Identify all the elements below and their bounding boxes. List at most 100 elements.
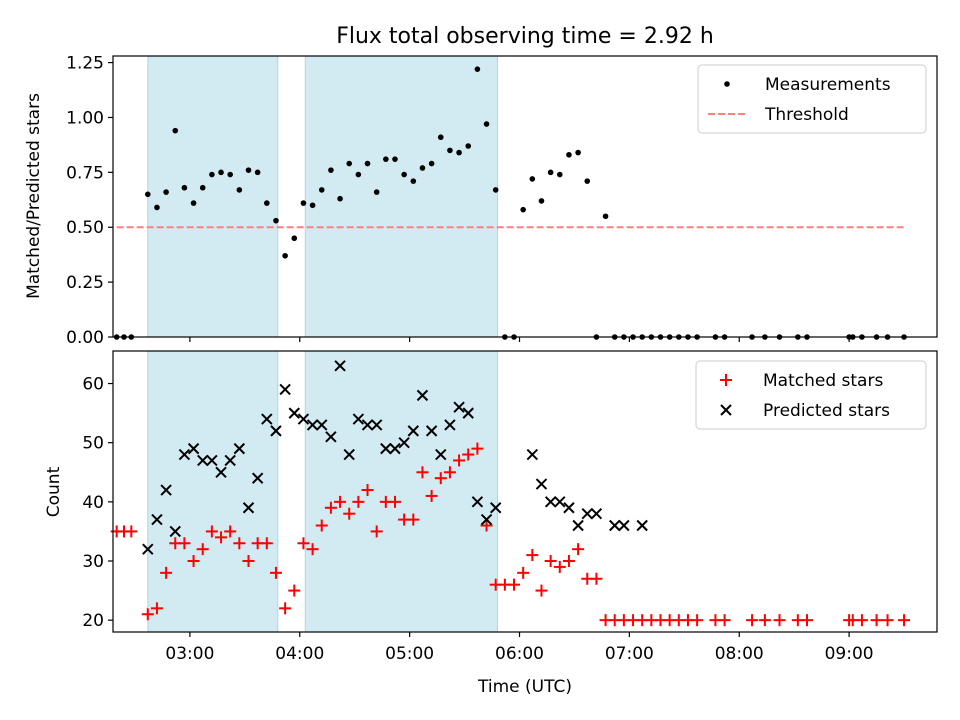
- predicted-star-point: [609, 519, 621, 532]
- matched-star-point: [260, 537, 273, 550]
- measurement-point: [227, 171, 233, 178]
- measurement-point: [190, 200, 197, 206]
- predicted-star-point: [444, 419, 456, 431]
- measurement-point: [181, 184, 188, 191]
- legend-measurements-marker: [724, 81, 730, 87]
- y-tick-label: 1.25: [66, 54, 104, 74]
- measurement-point: [291, 235, 298, 242]
- measurement-point: [199, 184, 206, 191]
- x-tick-label: 05:00: [385, 644, 434, 664]
- legend-box: [695, 360, 927, 430]
- measurement-point: [337, 195, 343, 202]
- y-tick-label: 30: [82, 552, 104, 572]
- y-tick-label: 50: [82, 434, 104, 454]
- legend-box: [697, 64, 927, 134]
- measurement-point: [584, 178, 591, 184]
- measurement-point: [456, 149, 462, 156]
- measurement-point: [218, 169, 224, 176]
- measurement-point: [410, 178, 417, 184]
- matched-star-point: [388, 495, 401, 508]
- y-tick-label: 20: [82, 611, 104, 631]
- matched-star-point: [150, 602, 163, 615]
- matched-star-point: [691, 614, 704, 627]
- bottom-legend: Matched stars Predicted stars: [695, 360, 927, 430]
- predicted-star-point: [361, 419, 374, 431]
- predicted-star-point: [425, 425, 438, 437]
- measurement-point: [282, 252, 288, 259]
- matched-star-point: [462, 448, 475, 461]
- measurement-point: [602, 213, 609, 220]
- matched-star-point: [758, 614, 771, 627]
- measurement-point: [364, 160, 371, 167]
- matched-star-point: [361, 484, 374, 497]
- measurement-point: [245, 167, 252, 173]
- x-axis-label: Time (UTC): [477, 677, 572, 697]
- predicted-star-point: [306, 419, 319, 431]
- y-tick-label: 0.00: [66, 328, 104, 348]
- matched-star-point: [334, 495, 347, 508]
- measurement-point: [547, 169, 554, 176]
- measurement-point: [465, 143, 472, 149]
- legend-matched-label: Matched stars: [763, 371, 883, 391]
- predicted-star-point: [297, 413, 310, 425]
- predicted-star-point: [563, 502, 575, 514]
- predicted-star-point: [535, 478, 548, 490]
- predicted-star-point: [178, 448, 191, 461]
- measurement-point: [401, 171, 407, 178]
- predicted-star-point: [416, 389, 429, 402]
- predicted-star-point: [618, 519, 630, 532]
- measurement-point: [575, 149, 581, 156]
- matched-star-point: [434, 472, 447, 485]
- predicted-star-point: [270, 425, 282, 437]
- plot-frame: [112, 350, 938, 633]
- y-tick-label: 40: [82, 493, 104, 513]
- legend-matched-marker: [720, 374, 732, 386]
- predicted-star-point: [169, 525, 181, 538]
- matched-star-point: [471, 442, 484, 455]
- shaded-interval-1: [304, 55, 499, 338]
- matched-star-point: [269, 566, 282, 579]
- matched-star-point: [800, 614, 813, 627]
- matched-star-point: [425, 489, 438, 502]
- measurement-point: [209, 171, 215, 178]
- predicted-star-point: [288, 407, 300, 419]
- top-panel: 0.00 0.25 0.50 0.75 1.00 1.25: [66, 54, 938, 348]
- x-tick-label: 08:00: [715, 644, 764, 664]
- measurement-point: [556, 171, 563, 178]
- predicted-star-point: [325, 431, 337, 443]
- predicted-star-point: [206, 454, 218, 467]
- measurement-point: [566, 151, 572, 158]
- predicted-star-point: [215, 466, 227, 478]
- measurement-point: [383, 156, 389, 162]
- predicted-star-point: [233, 442, 246, 455]
- predicted-star-point: [343, 448, 355, 461]
- matched-star-point: [205, 525, 218, 538]
- predicted-star-point: [380, 442, 392, 455]
- matched-star-point: [407, 513, 420, 526]
- predicted-star-point: [187, 442, 200, 455]
- measurement-point: [154, 204, 160, 211]
- measurement-point: [264, 200, 270, 206]
- y-tick-label: 1.00: [66, 108, 104, 128]
- x-tick-label: 03:00: [165, 644, 214, 664]
- matched-star-point: [141, 608, 154, 621]
- predicted-star-point: [462, 407, 474, 419]
- matched-star-point: [370, 525, 383, 538]
- matched-star-point: [572, 543, 585, 556]
- x-tick-label: 06:00: [495, 644, 544, 664]
- predicted-star-point: [242, 502, 255, 514]
- x-tick-label: 04:00: [275, 644, 324, 664]
- matched-star-point: [517, 566, 530, 579]
- measurement-point: [474, 66, 481, 72]
- predicted-star-point: [334, 360, 346, 372]
- matched-star-point: [160, 566, 173, 579]
- matched-star-point: [453, 454, 466, 467]
- predicted-star-point: [142, 543, 154, 555]
- predicted-star-point: [251, 472, 264, 484]
- measurement-point: [529, 176, 536, 182]
- measurement-point: [309, 202, 316, 209]
- matched-star-point: [242, 555, 255, 568]
- measurement-point: [144, 191, 151, 198]
- measurement-point: [236, 187, 243, 193]
